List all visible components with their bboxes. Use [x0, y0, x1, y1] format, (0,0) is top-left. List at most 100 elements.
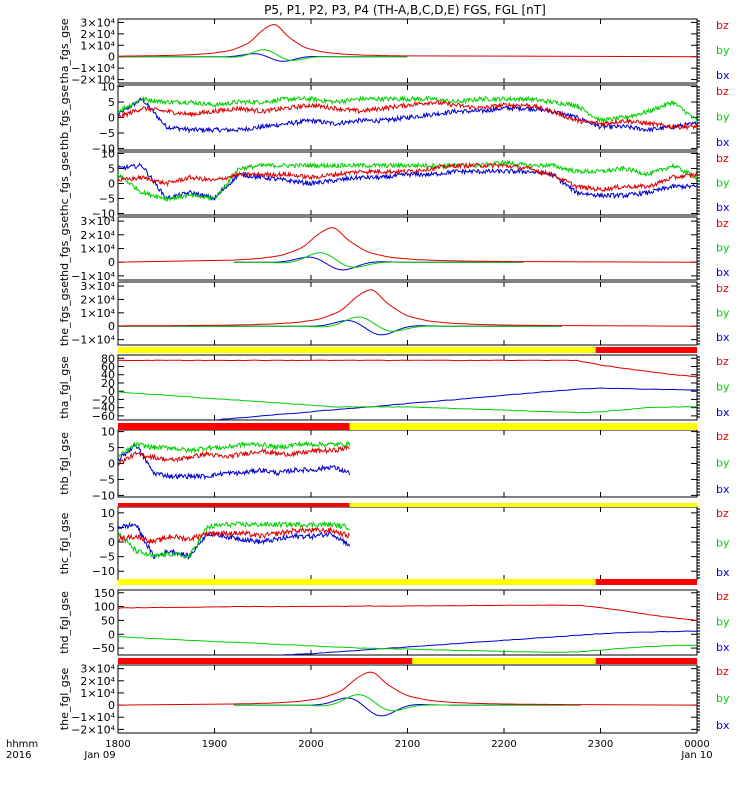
y-tick-label: −1×10⁴: [71, 270, 115, 283]
series-bz: [118, 289, 697, 327]
legend-by: by: [716, 177, 730, 190]
y-tick-label: 1×10⁴: [80, 307, 115, 320]
traces: [118, 95, 697, 134]
y-tick-label: −1×10⁴: [71, 711, 115, 724]
legend-bz: bz: [716, 152, 729, 165]
y-tick-label: −60: [92, 410, 115, 423]
panel-frame: [117, 664, 698, 734]
y-tick-label: −2×10⁴: [71, 723, 115, 736]
status-bar-segment: [595, 658, 697, 664]
legend-bx: bx: [716, 69, 730, 82]
x-tick-label: 0000: [684, 739, 709, 750]
legend-bx: bx: [716, 483, 730, 496]
y-axis-label: tha_fgl_gse: [58, 356, 71, 419]
panel-frame: [117, 506, 698, 581]
y-axis-label: thc_fgs_gse: [58, 151, 71, 216]
status-bar-segment: [118, 579, 596, 585]
y-tick-label: −1×10⁴: [71, 334, 115, 347]
series-bz: [118, 444, 350, 466]
status-bar-segment: [349, 423, 697, 430]
traces: [118, 671, 697, 717]
y-tick-label: −20: [92, 393, 115, 406]
panel-frame: [117, 216, 698, 281]
legend-by: by: [716, 616, 730, 629]
y-tick-label: 150: [94, 587, 115, 600]
traces: [118, 520, 351, 560]
traces: [118, 227, 697, 271]
legend-bz: bz: [716, 217, 729, 230]
legend-bz: bz: [716, 590, 729, 603]
status-bar-segment: [118, 503, 350, 507]
legend-bx: bx: [716, 201, 730, 214]
y-tick-label: 20: [101, 377, 115, 390]
y-tick-label: −50: [92, 642, 115, 655]
y-tick-label: 50: [101, 614, 115, 627]
panel-frame: [117, 18, 698, 84]
y-tick-label: 1×10⁴: [80, 243, 115, 256]
y-tick-label: 10: [101, 426, 115, 439]
y-tick-label: 60: [101, 361, 115, 374]
y-tick-label: 2×10⁴: [80, 293, 115, 306]
panel-frame: [117, 589, 698, 656]
y-tick-label: 40: [101, 369, 115, 382]
y-tick-label: 100: [94, 601, 115, 614]
y-tick-label: 1×10⁴: [80, 39, 115, 52]
series-bx: [118, 97, 697, 134]
traces: [118, 440, 351, 480]
legend-bz: bz: [716, 355, 729, 368]
series-by: [118, 49, 408, 61]
y-tick-label: 2×10⁴: [80, 229, 115, 242]
panel-thb_fgl_gse: 10 5 0 −5 −10 thb_fgl_gse bz by bx: [58, 426, 730, 503]
legend-bx: bx: [716, 136, 730, 149]
start-date-label: Jan 09: [83, 750, 115, 761]
y-axis-label: thc_fgl_gse: [58, 512, 71, 574]
y-tick-label: 5: [108, 96, 115, 109]
traces: [118, 159, 697, 203]
legend-by: by: [716, 242, 730, 255]
y-axis-label: thd_fgs_gse: [58, 216, 71, 282]
legend-bz: bz: [716, 507, 729, 520]
legend-by: by: [716, 44, 730, 57]
series-bz: [118, 100, 697, 131]
y-tick-label: 5: [108, 442, 115, 455]
y-axis-label: thb_fgl_gse: [58, 432, 71, 495]
status-bar-segment: [118, 423, 350, 430]
traces: [118, 604, 697, 655]
y-tick-label: 80: [101, 352, 115, 365]
series-bx: [272, 630, 697, 655]
traces: [118, 24, 697, 62]
y-tick-label: 3×10⁴: [80, 663, 115, 676]
y-tick-label: −40: [92, 402, 115, 415]
status-bar-segment: [595, 347, 697, 353]
end-date-label: Jan 10: [680, 750, 712, 761]
panel-thc_fgs_gse: 10 5 0 −5 −10 thc_fgs_gse bz by bx: [58, 148, 730, 221]
series-bz: [118, 227, 697, 263]
y-tick-label: −10: [92, 142, 115, 155]
series-bz: [118, 671, 697, 706]
series-bz: [118, 526, 351, 545]
y-tick-label: 0: [108, 256, 115, 269]
series-bz: [118, 24, 697, 58]
series-bx: [118, 521, 351, 560]
y-tick-label: −5: [99, 551, 115, 564]
y-tick-label: 10: [101, 148, 115, 161]
y-tick-label: 0: [108, 112, 115, 125]
y-tick-label: −10: [92, 208, 115, 221]
series-bx: [210, 387, 697, 420]
y-tick-label: −5: [99, 473, 115, 486]
series-bx: [233, 256, 524, 271]
y-axis-label: tha_fgs_gse: [58, 18, 71, 83]
y-tick-label: −10: [92, 565, 115, 578]
y-tick-label: −2×10⁴: [71, 74, 115, 87]
y-tick-label: 0: [108, 320, 115, 333]
series-bz: [118, 161, 697, 193]
panel-frame: [117, 151, 698, 216]
x-tick-label: 2100: [395, 739, 420, 750]
x-tick-label: 2200: [491, 739, 516, 750]
y-tick-label: 10: [101, 507, 115, 520]
legend-bz: bz: [716, 430, 729, 443]
